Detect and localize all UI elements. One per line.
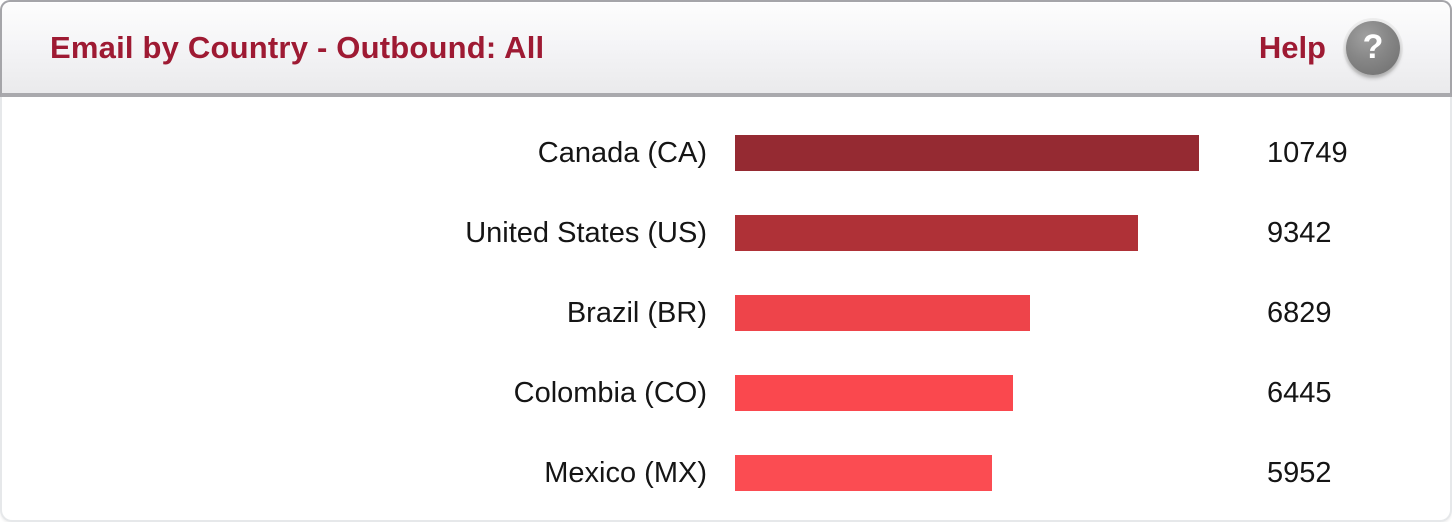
value-label: 5952: [1267, 456, 1332, 489]
help-link[interactable]: Help: [1258, 29, 1326, 65]
chart-area: Canada (CA) 10749 United States (US) 9342 Br…: [0, 97, 1452, 522]
bar[interactable]: [735, 215, 1138, 251]
bar-track: [707, 215, 1267, 251]
chart-row: Canada (CA) 10749: [2, 113, 1450, 193]
category-label: Colombia (CO): [513, 376, 707, 409]
bar[interactable]: [735, 295, 1030, 331]
category-label: Brazil (BR): [566, 296, 707, 329]
chart-row: United States (US) 9342: [2, 193, 1450, 273]
bar-track: [707, 375, 1267, 411]
bar-track: [707, 455, 1267, 491]
question-mark-icon[interactable]: ?: [1346, 20, 1400, 75]
chart-rows: Canada (CA) 10749 United States (US) 9342 Br…: [2, 113, 1450, 513]
widget-title: Email by Country - Outbound: All: [50, 29, 545, 65]
bar-track: [707, 295, 1267, 331]
chart-row: Colombia (CO) 6445: [2, 353, 1450, 433]
value-label: 6445: [1267, 376, 1332, 409]
question-mark-glyph: ?: [1362, 27, 1384, 66]
bar[interactable]: [735, 375, 1013, 411]
category-label: United States (US): [465, 216, 707, 249]
widget-header: Email by Country - Outbound: All Help ?: [0, 0, 1452, 97]
value-label: 6829: [1267, 296, 1332, 329]
category-label: Mexico (MX): [544, 456, 707, 489]
header-actions: Help ?: [1258, 20, 1400, 75]
bar-track: [707, 135, 1267, 171]
chart-row: Brazil (BR) 6829: [2, 273, 1450, 353]
value-label: 10749: [1267, 136, 1348, 169]
bar[interactable]: [735, 455, 992, 491]
bar[interactable]: [735, 135, 1199, 171]
value-label: 9342: [1267, 216, 1332, 249]
category-label: Canada (CA): [537, 136, 707, 169]
chart-row: Mexico (MX) 5952: [2, 433, 1450, 513]
